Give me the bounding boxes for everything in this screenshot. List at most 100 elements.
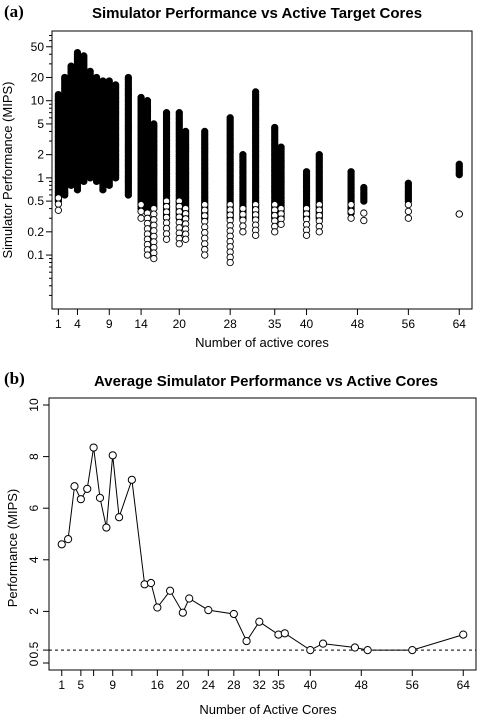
panel-a-title: Simulator Performance vs Active Target C…: [92, 5, 422, 22]
data-point: [57, 540, 66, 549]
open-data-point: [150, 254, 158, 263]
x-tick-label: 9: [109, 678, 116, 692]
open-point-column: [226, 200, 234, 267]
open-data-point: [404, 207, 413, 216]
panel-a-y-axis: 0.1 0.2 0.5 1 2 5 10 20 50: [27, 34, 52, 296]
filled-point-column: [150, 120, 158, 213]
open-point-column: [54, 194, 63, 214]
data-point: [115, 513, 124, 522]
y-tick-label: 0.5: [27, 194, 44, 208]
y-tick-label: 50: [31, 40, 45, 54]
data-point: [153, 603, 162, 612]
filled-point-column: [99, 77, 107, 194]
open-point-column: [302, 204, 311, 240]
filled-point-column: [92, 73, 101, 186]
panel-b-chart: (b) Average Simulator Performance vs Act…: [4, 369, 477, 717]
data-point: [242, 636, 251, 646]
x-tick-label: 35: [272, 678, 286, 692]
filled-data-point: [111, 174, 120, 182]
data-point: [318, 639, 328, 648]
x-tick-label: 16: [151, 678, 165, 692]
open-point-column: [150, 204, 158, 263]
data-point: [165, 586, 175, 595]
x-tick-label: 24: [202, 678, 216, 692]
open-point-column: [251, 200, 260, 240]
filled-point-column: [455, 160, 463, 179]
filled-data-point: [124, 191, 133, 199]
open-data-point: [251, 231, 260, 240]
open-data-point: [347, 200, 355, 209]
open-data-point: [404, 214, 413, 222]
data-point: [89, 443, 98, 452]
filled-data-point: [61, 191, 69, 199]
data-point: [76, 495, 85, 504]
filled-point-column: [54, 90, 63, 205]
y-tick-label: 2: [27, 608, 41, 615]
x-tick-label: 64: [457, 678, 471, 692]
x-tick-label: 48: [351, 317, 365, 331]
open-point-column: [347, 200, 355, 222]
x-tick-label: 40: [300, 317, 314, 331]
open-data-point: [137, 214, 145, 222]
open-point-column: [239, 204, 247, 236]
data-point: [185, 594, 194, 603]
open-data-point: [137, 207, 145, 216]
data-point: [64, 535, 73, 544]
x-tick-label: 1: [58, 678, 65, 692]
panel-b-x-axis-label: Number of Active Cores: [199, 702, 337, 717]
open-point-column: [455, 210, 463, 218]
filled-data-point: [360, 197, 368, 205]
y-tick-label: 5: [37, 117, 44, 131]
filled-point-column: [86, 67, 94, 182]
open-data-point: [54, 200, 63, 208]
data-point: [255, 617, 264, 626]
x-tick-label: 48: [355, 678, 369, 692]
x-tick-label: 1: [55, 317, 62, 331]
open-data-point: [239, 228, 247, 236]
open-data-point: [347, 214, 355, 222]
x-tick-label: 20: [173, 317, 187, 331]
filled-data-point: [80, 177, 88, 186]
y-tick-label: 0.2: [27, 225, 44, 239]
filled-point-column: [61, 73, 69, 199]
x-tick-label: 28: [227, 678, 241, 692]
x-tick-label: 9: [106, 317, 113, 331]
data-point: [350, 643, 360, 652]
x-tick-label: 40: [304, 678, 318, 692]
x-tick-label: 4: [74, 317, 81, 331]
open-data-point: [302, 231, 311, 240]
open-point-column: [201, 200, 209, 259]
filled-data-point: [455, 171, 463, 179]
data-point: [178, 608, 187, 617]
data-point: [408, 646, 417, 655]
open-point-column: [175, 197, 183, 248]
x-tick-label: 35: [268, 317, 282, 331]
filled-point-column: [105, 77, 113, 190]
open-data-point: [137, 200, 145, 209]
filled-point-column: [111, 81, 120, 182]
data-point: [204, 606, 213, 615]
data-point: [306, 646, 315, 655]
y-tick-label: 2: [37, 148, 44, 162]
y-tick-label: 1: [37, 171, 44, 185]
filled-data-point: [99, 186, 107, 194]
open-data-point: [226, 258, 234, 267]
open-data-point: [175, 240, 183, 248]
data-point: [70, 482, 79, 491]
open-data-point: [181, 235, 190, 243]
y-tick-label: 0.1: [27, 248, 44, 262]
y-tick-label: 0.5: [27, 641, 41, 658]
x-tick-label: 56: [406, 678, 420, 692]
open-data-point: [455, 210, 463, 218]
open-data-point: [54, 194, 63, 202]
open-point-column: [315, 200, 323, 236]
filled-point-column: [67, 62, 75, 190]
data-point: [102, 523, 111, 532]
y-tick-label: 10: [27, 398, 41, 412]
open-data-point: [360, 209, 368, 217]
open-point-column: [162, 197, 171, 243]
filled-point-column: [73, 48, 82, 194]
filled-data-point: [73, 186, 82, 194]
x-tick-label: 20: [176, 678, 190, 692]
open-point-column: [271, 200, 279, 236]
